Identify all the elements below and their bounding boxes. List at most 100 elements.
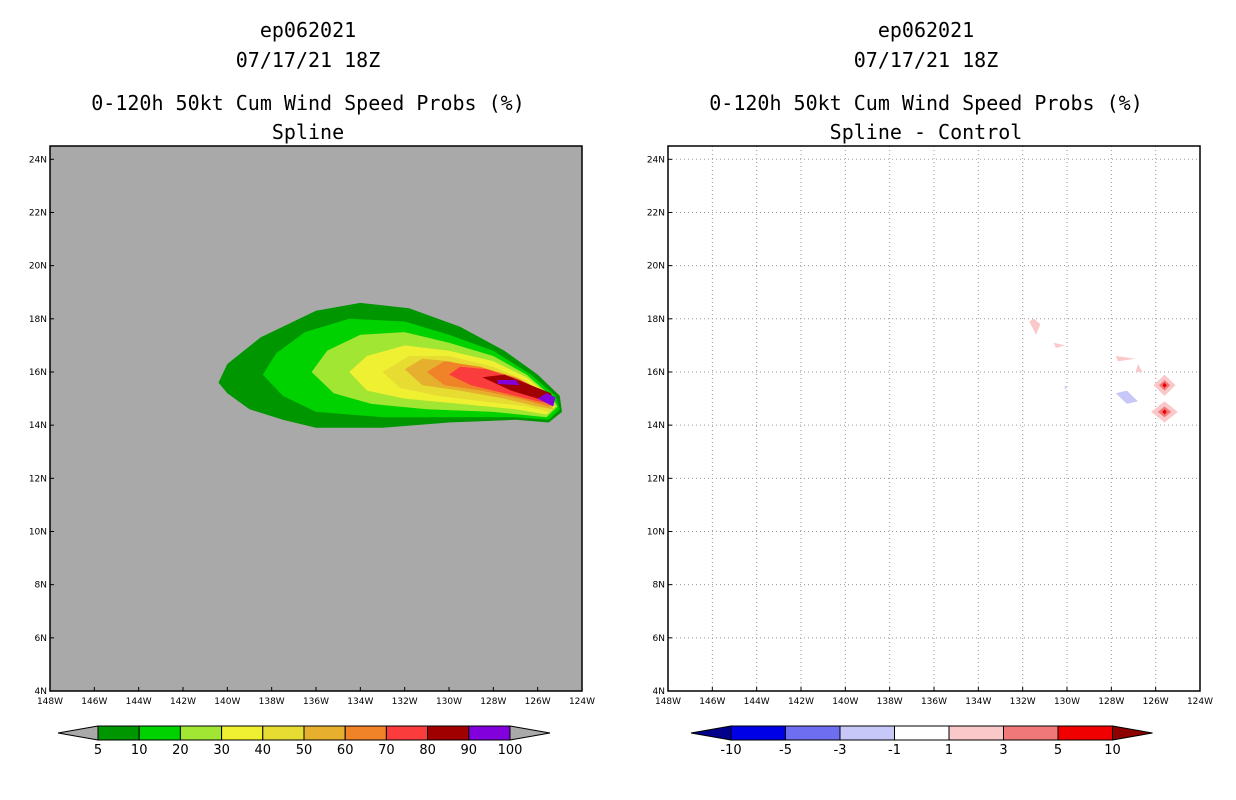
left-colorbar-under bbox=[57, 725, 99, 741]
right-y-tick-label: 18N bbox=[647, 315, 665, 325]
left-colorbar-swatch bbox=[468, 725, 511, 741]
right-contour-region-3 bbox=[1135, 364, 1143, 372]
right-x-tick-label: 128W bbox=[1098, 697, 1124, 707]
right-x-tick-label: 140W bbox=[832, 697, 858, 707]
right-colorbar-swatch bbox=[894, 725, 950, 741]
right-contour-region-0 bbox=[1029, 318, 1041, 335]
left-title-product: 0-120h 50kt Cum Wind Speed Probs (%) bbox=[91, 91, 525, 115]
right-y-tick-label: 20N bbox=[647, 262, 665, 272]
right-colorbar-label: -5 bbox=[779, 743, 792, 758]
right-colorbar-label: -3 bbox=[834, 743, 847, 758]
right-y-tick-label: 8N bbox=[653, 581, 665, 591]
right-contour-region-11 bbox=[1064, 385, 1067, 390]
left-x-tick-label: 128W bbox=[480, 697, 506, 707]
right-x-tick-label: 144W bbox=[744, 697, 770, 707]
right-grid bbox=[668, 146, 1200, 691]
right-plot-frame bbox=[667, 145, 1201, 692]
right-y-tick-label: 12N bbox=[647, 474, 665, 484]
left-colorbar-swatch bbox=[97, 725, 140, 741]
right-y-tick-label: 4N bbox=[653, 687, 665, 697]
left-y-tick-label: 14N bbox=[29, 421, 47, 431]
right-contour-region-7 bbox=[1157, 406, 1172, 418]
left-x-tick-label: 134W bbox=[347, 697, 373, 707]
left-y-tick-label: 4N bbox=[35, 687, 47, 697]
right-x-tick-label: 130W bbox=[1054, 697, 1080, 707]
left-x-tick-label: 136W bbox=[303, 697, 329, 707]
right-colorbar-swatch bbox=[785, 725, 841, 741]
right-x-tick-label: 136W bbox=[921, 697, 947, 707]
left-colorbar-swatch bbox=[385, 725, 429, 741]
right-colorbar-label: -10 bbox=[720, 743, 741, 758]
right-colorbar-swatch bbox=[1003, 725, 1059, 741]
right-x-tick-label: 132W bbox=[1010, 697, 1036, 707]
left-colorbar-label: 5 bbox=[94, 743, 102, 758]
left-plot-frame bbox=[49, 145, 583, 692]
right-y-tick-label: 10N bbox=[647, 527, 665, 537]
left-colorbar-label: 10 bbox=[131, 743, 148, 758]
left-colorbar-label: 100 bbox=[498, 743, 523, 758]
left-y-tick-label: 22N bbox=[29, 208, 47, 218]
left-colorbar-label: 20 bbox=[172, 743, 189, 758]
left-contour-region-5 bbox=[404, 358, 554, 410]
left-colorbar-label: 50 bbox=[296, 743, 313, 758]
left-y-tick-label: 18N bbox=[29, 315, 47, 325]
right-colorbar-swatch bbox=[1057, 725, 1113, 741]
left-colorbar-swatch bbox=[344, 725, 387, 741]
right-colorbar-label: 3 bbox=[999, 743, 1007, 758]
left-colorbar-label: 80 bbox=[419, 743, 436, 758]
right-x-tick-label: 146W bbox=[699, 697, 725, 707]
left-contour-region-10 bbox=[497, 380, 520, 386]
left-contour-region-3 bbox=[349, 345, 556, 415]
right-colorbar-swatch bbox=[730, 725, 786, 741]
right-title-storm: ep062021 bbox=[877, 18, 975, 42]
left-y-tick-label: 8N bbox=[35, 581, 47, 591]
right-y-tick-label: 16N bbox=[647, 368, 665, 378]
left-y-tick-label: 12N bbox=[29, 474, 47, 484]
left-colorbar-swatch bbox=[179, 725, 223, 741]
left-x-tick-label: 148W bbox=[37, 697, 63, 707]
left-contour-region-7 bbox=[449, 366, 554, 404]
right-contour-region-9 bbox=[1162, 409, 1167, 415]
left-contour-region-1 bbox=[262, 318, 560, 420]
right-x-tick-label: 124W bbox=[1187, 697, 1213, 707]
left-x-tick-label: 146W bbox=[81, 697, 107, 707]
left-contour-region-2 bbox=[311, 332, 558, 418]
right-title-date: 07/17/21 18Z bbox=[853, 48, 999, 72]
left-colorbar-label: 70 bbox=[378, 743, 395, 758]
right-title-method: Spline - Control bbox=[829, 120, 1023, 144]
left-colorbar-swatch bbox=[138, 725, 181, 741]
left-x-tick-label: 126W bbox=[525, 697, 551, 707]
right-contour-region-5 bbox=[1151, 401, 1178, 423]
left-y-tick-label: 10N bbox=[29, 527, 47, 537]
right-contour-region-4 bbox=[1153, 374, 1176, 396]
left-contour-region-8 bbox=[482, 374, 554, 402]
right-y-tick-label: 22N bbox=[647, 208, 665, 218]
left-plot-background bbox=[50, 146, 582, 691]
right-x-tick-label: 142W bbox=[788, 697, 814, 707]
left-colorbar-label: 30 bbox=[213, 743, 230, 758]
right-contour-region-6 bbox=[1159, 380, 1171, 391]
right-colorbar-swatch bbox=[948, 725, 1004, 741]
right-contour-region-2 bbox=[1115, 356, 1136, 362]
left-contour-region-6 bbox=[426, 361, 554, 407]
left-contour-region-0 bbox=[218, 302, 562, 428]
left-x-tick-label: 138W bbox=[259, 697, 285, 707]
left-x-tick-label: 124W bbox=[569, 697, 595, 707]
left-contour-region-4 bbox=[382, 356, 556, 412]
right-y-tick-label: 14N bbox=[647, 421, 665, 431]
left-x-tick-label: 144W bbox=[126, 697, 152, 707]
right-colorbar-label: 5 bbox=[1054, 743, 1062, 758]
right-colorbar-label: 10 bbox=[1104, 743, 1121, 758]
right-colorbar-swatch bbox=[839, 725, 895, 741]
left-title-date: 07/17/21 18Z bbox=[235, 48, 381, 72]
left-y-tick-label: 20N bbox=[29, 262, 47, 272]
right-y-tick-label: 6N bbox=[653, 634, 665, 644]
right-contour-region-1 bbox=[1053, 342, 1065, 348]
right-colorbar-under bbox=[690, 725, 732, 741]
left-x-tick-label: 130W bbox=[436, 697, 462, 707]
left-x-tick-label: 142W bbox=[170, 697, 196, 707]
left-title-method: Spline bbox=[271, 120, 345, 144]
left-title-storm: ep062021 bbox=[259, 18, 357, 42]
left-x-tick-label: 140W bbox=[214, 697, 240, 707]
